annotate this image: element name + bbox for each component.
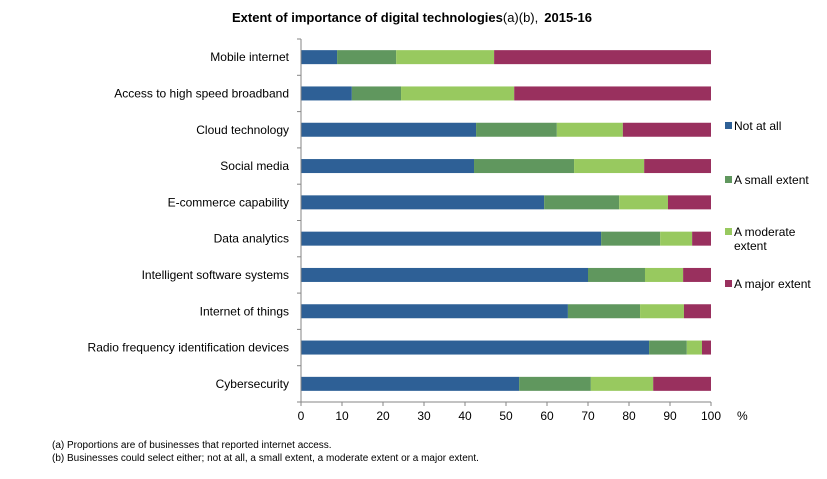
bar-segment-social-media-a-small-extent: [474, 159, 575, 174]
x-axis-unit-label: %: [737, 409, 748, 423]
category-label-intelligent-software-systems: Intelligent software systems: [142, 268, 289, 282]
legend: Not at all A small extent A moderateextent…: [725, 119, 811, 291]
bar-segment-social-media-not-at-all: [301, 159, 475, 174]
bar-segment-cloud-technology-not-at-all: [301, 122, 477, 137]
category-label-internet-of-things: Internet of things: [200, 304, 289, 318]
bar-segment-intelligent-software-systems-a-major-extent: [683, 267, 711, 282]
bar-segment-data-analytics-not-at-all: [301, 231, 602, 246]
bar-segment-e-commerce-capability-a-small-extent: [544, 195, 620, 210]
bar-segment-mobile-internet-a-major-extent: [494, 50, 711, 65]
bar-segment-data-analytics-a-small-extent: [601, 231, 661, 246]
category-label-radio-frequency-identification-devices: Radio frequency identification devices: [88, 341, 289, 355]
bar-segment-internet-of-things-not-at-all: [301, 304, 568, 319]
footnote-b: (b) Businesses could select either; not …: [52, 453, 479, 464]
bar-segment-cloud-technology-a-moderate-extent: [556, 122, 623, 137]
x-tick-label-10: 10: [335, 409, 349, 423]
chart-title-main: Extent of importance of digital technolo…: [232, 10, 503, 25]
bar-segment-mobile-internet-not-at-all: [301, 50, 338, 65]
x-tick-label-0: 0: [298, 409, 305, 423]
x-tick-label-40: 40: [458, 409, 472, 423]
legend-swatch-a-small-extent: [725, 176, 732, 183]
bar-segment-internet-of-things-a-moderate-extent: [640, 304, 684, 319]
bar-segment-cybersecurity-not-at-all: [301, 376, 520, 391]
x-tick-label-80: 80: [622, 409, 636, 423]
chart-title-period: 2015-16: [544, 10, 592, 25]
bar-segment-intelligent-software-systems-not-at-all: [301, 267, 588, 282]
bar-segment-cloud-technology-a-small-extent: [476, 122, 557, 137]
bar-segment-data-analytics-a-major-extent: [692, 231, 711, 246]
bar-segment-cybersecurity-a-small-extent: [519, 376, 591, 391]
bar-segment-e-commerce-capability-a-major-extent: [667, 195, 711, 210]
legend-item-not-at-all: Not at all: [725, 119, 781, 133]
bar-segment-mobile-internet-a-moderate-extent: [396, 50, 495, 65]
x-tick-label-50: 50: [499, 409, 513, 423]
x-tick-label-100: 100: [701, 409, 721, 423]
legend-swatch-a-major-extent: [725, 280, 732, 287]
category-label-mobile-internet: Mobile internet: [210, 50, 289, 64]
legend-item-a-major-extent: A major extent: [725, 277, 811, 291]
category-label-social-media: Social media: [220, 159, 289, 173]
bar-segment-radio-frequency-identification-devices-a-major-extent: [701, 340, 711, 355]
x-tick-label-70: 70: [581, 409, 595, 423]
axes-group: [297, 38, 712, 406]
bar-segment-access-to-high-speed-broadband-a-major-extent: [514, 86, 711, 101]
bar-segment-radio-frequency-identification-devices-not-at-all: [301, 340, 650, 355]
x-tick-label-20: 20: [376, 409, 390, 423]
bar-segment-access-to-high-speed-broadband-a-moderate-extent: [401, 86, 515, 101]
bar-segment-social-media-a-moderate-extent: [574, 159, 645, 174]
legend-label-a-major-extent: A major extent: [734, 277, 811, 291]
category-labels: Mobile internet Access to high speed broa…: [88, 50, 290, 391]
bar-segment-intelligent-software-systems-a-small-extent: [588, 267, 645, 282]
bar-segment-mobile-internet-a-small-extent: [337, 50, 397, 65]
x-tick-labels: 0 10 20 30 40 50 60 70 80 90 100: [298, 409, 722, 423]
chart-title: Extent of importance of digital technolo…: [232, 10, 592, 25]
bar-segment-radio-frequency-identification-devices-a-moderate-extent: [686, 340, 702, 355]
category-label-data-analytics: Data analytics: [214, 232, 289, 246]
bar-segment-cybersecurity-a-major-extent: [653, 376, 711, 391]
bar-segment-radio-frequency-identification-devices-a-small-extent: [649, 340, 687, 355]
bar-segment-internet-of-things-a-small-extent: [567, 304, 641, 319]
x-tick-label-30: 30: [417, 409, 431, 423]
bar-segment-access-to-high-speed-broadband-not-at-all: [301, 86, 352, 101]
bar-segment-access-to-high-speed-broadband-a-small-extent: [351, 86, 402, 101]
chart-title-footnote-ref: (a)(b),: [503, 10, 538, 25]
legend-label-a-moderate-extent: A moderate: [734, 225, 796, 239]
bar-segment-cybersecurity-a-moderate-extent: [590, 376, 654, 391]
legend-label-a-small-extent: A small extent: [734, 173, 809, 187]
x-tick-label-60: 60: [540, 409, 554, 423]
bar-segment-data-analytics-a-moderate-extent: [660, 231, 693, 246]
category-label-cloud-technology: Cloud technology: [196, 123, 289, 137]
x-tick-label-90: 90: [663, 409, 677, 423]
bar-segment-e-commerce-capability-not-at-all: [301, 195, 545, 210]
bar-segment-e-commerce-capability-a-moderate-extent: [619, 195, 668, 210]
category-label-access-to-high-speed-broadband: Access to high speed broadband: [114, 86, 289, 100]
bars-group: [301, 50, 711, 391]
bar-segment-cloud-technology-a-major-extent: [622, 122, 711, 137]
legend-item-a-small-extent: A small extent: [725, 173, 809, 187]
footnote-a: (a) Proportions are of businesses that r…: [52, 440, 332, 451]
legend-swatch-not-at-all: [725, 122, 732, 129]
legend-swatch-a-moderate-extent: [725, 228, 732, 235]
category-label-cybersecurity: Cybersecurity: [216, 377, 289, 391]
bar-segment-intelligent-software-systems-a-moderate-extent: [644, 267, 684, 282]
legend-label-not-at-all: Not at all: [734, 119, 781, 133]
category-label-e-commerce-capability: E-commerce capability: [168, 195, 289, 209]
bar-segment-social-media-a-major-extent: [644, 159, 711, 174]
legend-label-a-moderate-extent-line2: extent: [734, 239, 767, 253]
bar-segment-internet-of-things-a-major-extent: [683, 304, 711, 319]
